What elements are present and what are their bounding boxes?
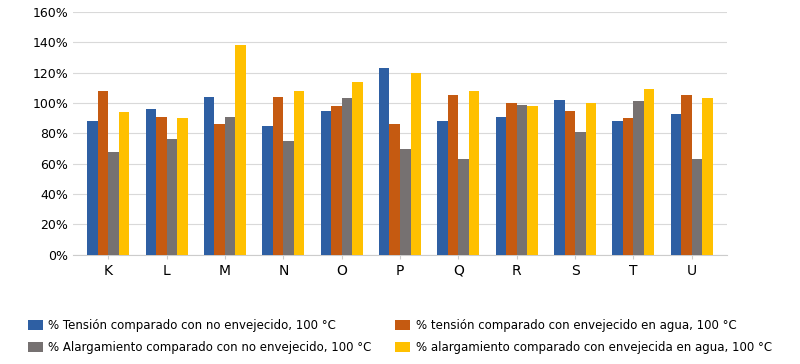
Bar [692,159,702,255]
Bar [575,132,586,255]
Bar [682,95,692,255]
Bar [586,103,596,255]
Bar [146,109,156,255]
Bar [283,141,294,255]
Bar [634,102,644,255]
Bar [438,121,448,255]
Bar [379,68,390,255]
Bar [156,117,166,255]
Bar [448,95,458,255]
Bar [410,73,421,255]
Bar [458,159,469,255]
Bar [670,114,682,255]
Bar [273,97,283,255]
Bar [400,149,410,255]
Bar [644,89,654,255]
Bar [390,124,400,255]
Bar [235,46,246,255]
Bar [166,139,177,255]
Bar [623,118,634,255]
Bar [321,111,331,255]
Bar [118,112,130,255]
Bar [331,106,342,255]
Bar [554,100,565,255]
Bar [294,91,304,255]
Bar [177,118,188,255]
Bar [496,117,506,255]
Bar [108,151,118,255]
Bar [702,98,713,255]
Legend: % Tensión comparado con no envejecido, 100 °C, % Alargamiento comparado con no e: % Tensión comparado con no envejecido, 1… [24,314,776,359]
Bar [214,124,225,255]
Bar [204,97,214,255]
Bar [506,103,517,255]
Bar [262,126,273,255]
Bar [342,98,352,255]
Bar [612,121,623,255]
Bar [98,91,108,255]
Bar [527,106,538,255]
Bar [352,82,362,255]
Bar [469,91,479,255]
Bar [87,121,98,255]
Bar [517,104,527,255]
Bar [565,111,575,255]
Bar [225,117,235,255]
